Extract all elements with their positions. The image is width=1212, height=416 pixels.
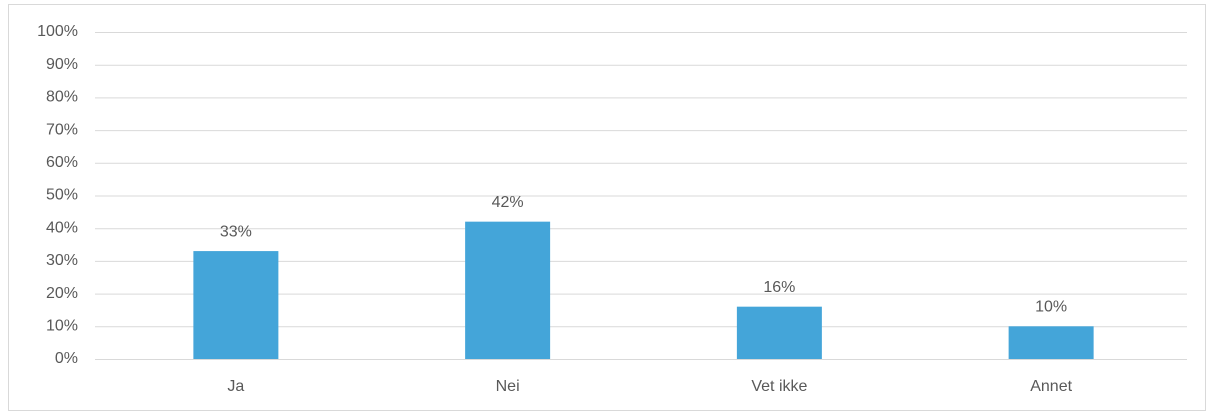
x-tick-label: Vet ikke — [751, 378, 807, 395]
bar — [465, 221, 551, 359]
x-tick-label: Annet — [1030, 378, 1072, 395]
value-label: 42% — [492, 194, 524, 211]
y-tick-label: 90% — [46, 56, 78, 73]
y-tick-label: 10% — [46, 318, 78, 335]
bar — [193, 251, 279, 359]
x-tick-label: Ja — [227, 378, 244, 395]
value-label: 33% — [220, 223, 252, 240]
y-tick-label: 30% — [46, 252, 78, 269]
y-tick-label: 0% — [55, 350, 78, 367]
y-tick-label: 70% — [46, 121, 78, 138]
value-label: 10% — [1035, 299, 1067, 316]
value-label: 16% — [763, 279, 795, 296]
y-tick-label: 60% — [46, 154, 78, 171]
y-tick-label: 20% — [46, 285, 78, 302]
bar — [736, 306, 822, 359]
bar — [1008, 326, 1094, 359]
x-tick-label: Nei — [496, 378, 520, 395]
y-tick-label: 80% — [46, 89, 78, 106]
y-tick-label: 50% — [46, 187, 78, 204]
y-tick-label: 40% — [46, 219, 78, 236]
y-tick-label: 100% — [37, 23, 78, 40]
